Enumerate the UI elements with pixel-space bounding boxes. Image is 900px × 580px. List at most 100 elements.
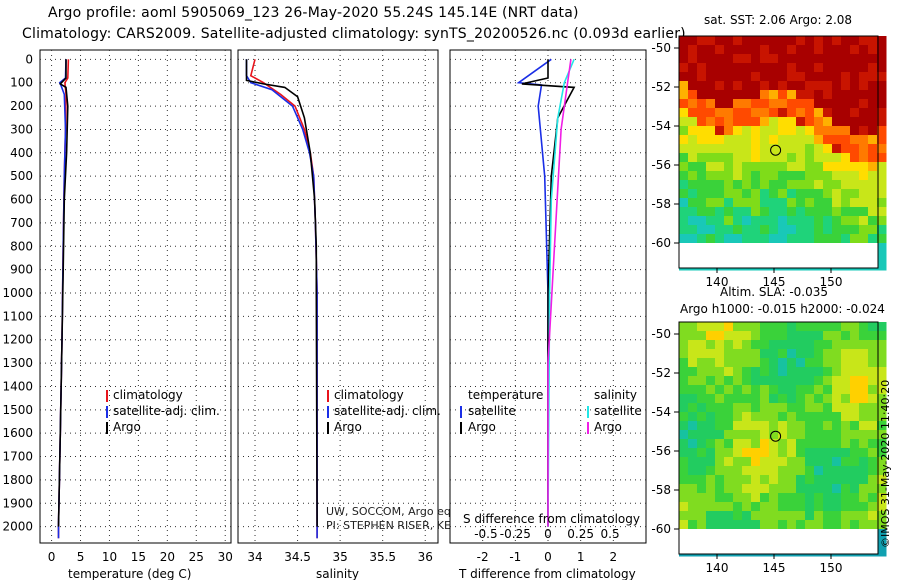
map-cell [769, 511, 779, 521]
map-cell [805, 439, 815, 449]
map-cell [859, 493, 869, 503]
map-cell [823, 385, 833, 395]
map-cell [778, 340, 788, 350]
map-cell [778, 153, 788, 163]
map-cell [859, 99, 869, 109]
map-cell [832, 367, 842, 377]
map-cell [688, 153, 698, 163]
map-cell [814, 63, 824, 73]
map-cell [769, 466, 779, 476]
map-cell [787, 144, 797, 154]
map-cell [742, 475, 752, 485]
x-tick-label: 35 [332, 550, 347, 564]
map-cell [688, 358, 698, 368]
map-cell [850, 45, 860, 55]
map-cell [679, 457, 689, 467]
map-cell [805, 234, 815, 244]
map-cell [787, 117, 797, 127]
map-cell [868, 376, 878, 386]
map-cell [679, 153, 689, 163]
map-cell [688, 81, 698, 91]
legend-argo-swatch [106, 422, 108, 434]
map-cell [859, 358, 869, 368]
map-cell [733, 331, 743, 341]
map-cell [733, 457, 743, 467]
map-cell [751, 45, 761, 55]
map-cell [751, 439, 761, 449]
map-cell [697, 403, 707, 413]
map-cell [679, 439, 689, 449]
map-cell [805, 493, 815, 503]
map-cell [877, 538, 887, 548]
map-cell [724, 457, 734, 467]
map-cell [760, 153, 770, 163]
map-cell [778, 412, 788, 422]
x-tick-label: 20 [160, 550, 175, 564]
map-cell [877, 180, 887, 190]
map-cell [805, 126, 815, 136]
temperature-legend: climatology satellite-adj. clim. Argo [106, 388, 220, 434]
map-cell [823, 412, 833, 422]
map-cell [823, 198, 833, 208]
map-cell [877, 547, 887, 557]
map-cell [751, 430, 761, 440]
map-cell [724, 72, 734, 82]
map-cell [742, 45, 752, 55]
map-cell [877, 511, 887, 521]
map-cell [823, 349, 833, 359]
map-cell [769, 36, 779, 46]
map-cell [877, 189, 887, 199]
map-cell [724, 126, 734, 136]
salinity-axes-frame [237, 49, 439, 544]
map-cell [751, 484, 761, 494]
map-cell [715, 466, 725, 476]
x-tick-label: 0 [544, 550, 552, 564]
map-cell [859, 448, 869, 458]
map-cell [742, 99, 752, 109]
map-cell [832, 72, 842, 82]
map-cell [778, 117, 788, 127]
map-cell [706, 234, 716, 244]
map-cell [805, 72, 815, 82]
map-cell [787, 234, 797, 244]
map-cell [877, 207, 887, 217]
map-cell [679, 331, 689, 341]
lat-label: -54 [651, 405, 671, 419]
map-cell [787, 457, 797, 467]
map-cell [805, 358, 815, 368]
map-cell [823, 484, 833, 494]
map-cell [778, 162, 788, 172]
depth-tick-label: 1600 [2, 426, 33, 440]
map-cell [805, 502, 815, 512]
map-cell [742, 385, 752, 395]
x-tick-label: 10 [102, 550, 117, 564]
map-cell [769, 171, 779, 181]
x-tick-label: 30 [218, 550, 233, 564]
map-cell [787, 376, 797, 386]
map-cell [742, 322, 752, 332]
depth-tick-label: 1400 [2, 379, 33, 393]
map-cell [859, 484, 869, 494]
map-cell [877, 322, 887, 332]
map-cell [787, 466, 797, 476]
map-cell [823, 331, 833, 341]
map-cell [850, 90, 860, 100]
map-cell [805, 90, 815, 100]
x-tick-label: 34 [247, 550, 262, 564]
map-cell [841, 234, 851, 244]
map-cell [796, 63, 806, 73]
map-cell [832, 376, 842, 386]
map-cell [697, 349, 707, 359]
map-cell [688, 45, 698, 55]
map-cell [697, 340, 707, 350]
map-cell [805, 216, 815, 226]
map-cell [814, 331, 824, 341]
map-cell [769, 207, 779, 217]
map-cell [796, 475, 806, 485]
map-cell [715, 484, 725, 494]
map-cell [787, 189, 797, 199]
map-cell [832, 322, 842, 332]
map-cell [724, 81, 734, 91]
map-cell [787, 72, 797, 82]
map-cell [769, 162, 779, 172]
